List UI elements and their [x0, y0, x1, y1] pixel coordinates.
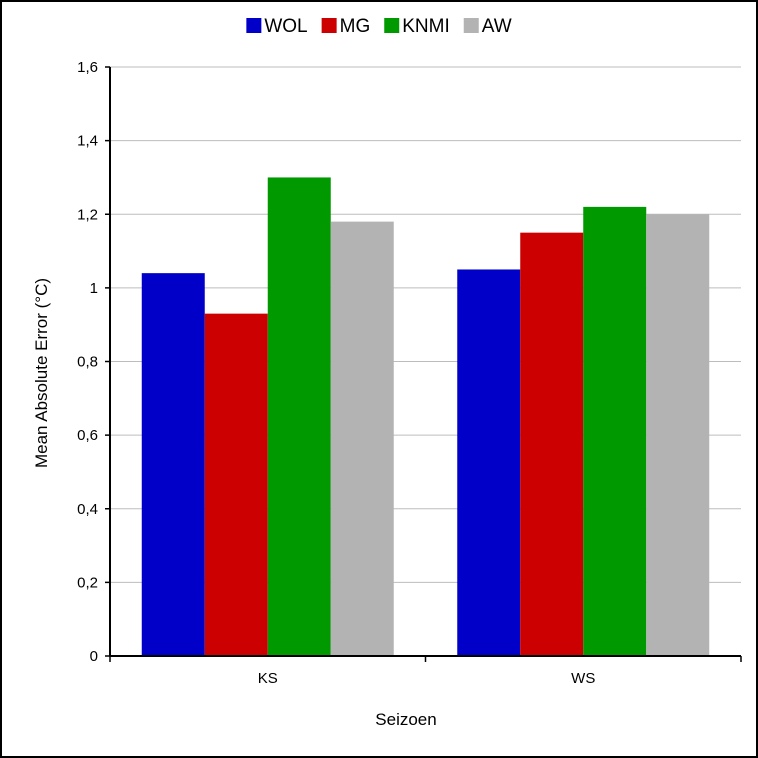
legend-swatch	[321, 18, 337, 33]
legend-swatch	[246, 18, 262, 33]
legend-item-aw: AW	[463, 16, 512, 37]
bar-knmi-ks	[267, 177, 331, 656]
legend-label: KNMI	[402, 16, 450, 37]
y-tick-label: 1,6	[77, 59, 98, 76]
y-tick-label: 0,4	[77, 501, 98, 518]
x-tick-label: WS	[571, 670, 595, 687]
y-tick-label: 0	[90, 648, 98, 665]
bars	[141, 177, 710, 657]
bar-wol-ks	[141, 273, 205, 656]
bar-mg-ks	[204, 313, 268, 656]
legend-swatch	[463, 18, 479, 33]
legend-label: AW	[482, 16, 512, 37]
x-tick-label: KS	[258, 670, 278, 687]
y-axis-title: Mean Absolute Error (°C)	[32, 278, 51, 468]
x-axis-title: Seizoen	[375, 710, 436, 729]
y-tick-label: 0,2	[77, 574, 98, 591]
y-tick-label: 0,6	[77, 427, 98, 444]
bar-knmi-ws	[583, 206, 647, 656]
legend-swatch	[384, 18, 400, 33]
legend-label: WOL	[264, 16, 307, 37]
y-axis-ticks: 0 0,2 0,4 0,6 0,8 1 1,2 1,4 1,6	[77, 59, 110, 665]
x-axis-ticks: KS WS	[109, 656, 742, 687]
legend: WOL MG KNMI AW	[246, 16, 512, 37]
bar-wol-ws	[457, 269, 521, 656]
legend-item-mg: MG	[321, 16, 371, 37]
y-tick-label: 1,2	[77, 206, 98, 223]
legend-item-wol: WOL	[246, 16, 308, 37]
y-tick-label: 1	[90, 280, 98, 297]
legend-item-knmi: KNMI	[384, 16, 450, 37]
y-tick-label: 1,4	[77, 133, 98, 150]
y-tick-label: 0,8	[77, 354, 98, 371]
bar-aw-ws	[646, 214, 710, 656]
bar-aw-ks	[330, 221, 394, 657]
bar-mg-ws	[520, 232, 584, 656]
legend-label: MG	[340, 16, 371, 37]
